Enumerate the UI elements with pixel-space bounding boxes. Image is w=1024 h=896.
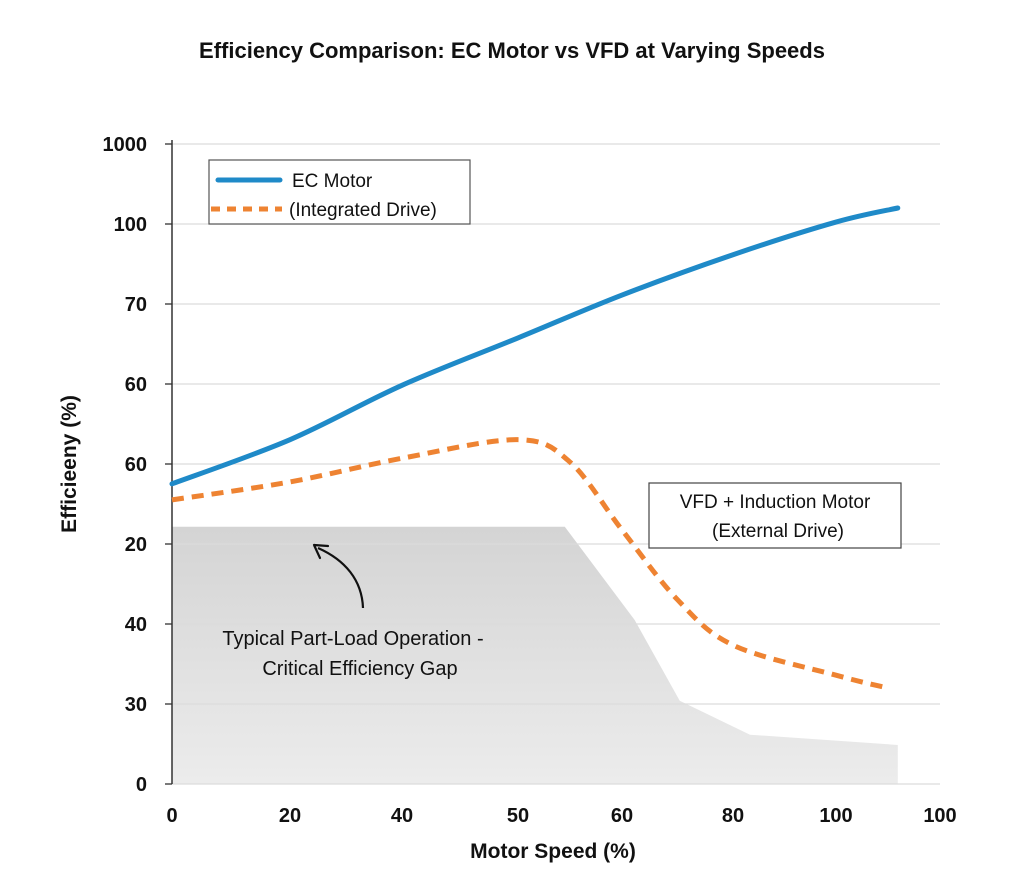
vfd-annotation: VFD + Induction Motor (External Drive) (648, 482, 902, 549)
y-tick-label: 20 (125, 534, 147, 556)
y-tick-label: 100 (114, 214, 147, 236)
x-tick-label: 50 (507, 805, 529, 827)
x-tick-label: 40 (391, 805, 413, 827)
vfd-annotation-line1: VFD + Induction Motor (680, 492, 871, 513)
chart-title: Efficiency Comparison: EC Motor vs VFD a… (199, 38, 825, 63)
y-tick-label: 60 (125, 374, 147, 396)
x-tick-label: 80 (722, 805, 744, 827)
x-tick-label: 100 (923, 805, 956, 827)
y-tick-label: 30 (125, 694, 147, 716)
x-tick-label: 100 (819, 805, 852, 827)
series-line-ec-motor (169, 205, 901, 487)
y-axis-label: Efficieeny (%) (58, 395, 81, 533)
x-tick-label: 20 (279, 805, 301, 827)
gap-annotation-arrow (317, 546, 365, 609)
gap-annotation-line1: Typical Part-Load Operation - (222, 628, 483, 650)
arrowhead-icon (312, 543, 330, 560)
legend-box (208, 159, 471, 225)
legend: EC Motor (Integrated Drive) (208, 159, 471, 225)
x-tick-label: 0 (166, 805, 177, 827)
y-tick-label: 70 (125, 294, 147, 316)
vfd-annotation-line2: (External Drive) (712, 521, 844, 542)
shaded-region-part-load (172, 526, 898, 784)
legend-label-integrated-drive: (Integrated Drive) (289, 200, 437, 221)
legend-label-ec-motor: EC Motor (292, 171, 373, 192)
x-axis-label: Motor Speed (%) (470, 840, 636, 863)
x-tick-label: 60 (611, 805, 633, 827)
y-tick-label: 1000 (103, 134, 148, 156)
y-tick-label: 0 (136, 774, 147, 796)
vfd-annotation-box (648, 482, 902, 549)
y-tick-label: 40 (125, 614, 147, 636)
gap-annotation-line2: Critical Efficiency Gap (262, 658, 457, 680)
y-tick-label: 60 (125, 454, 147, 476)
gap-annotation: Typical Part-Load Operation - Critical E… (222, 543, 484, 680)
